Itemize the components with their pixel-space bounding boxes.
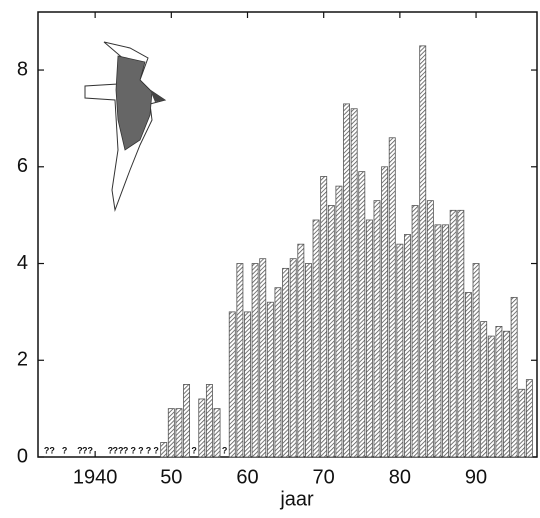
value-label: ?: [222, 445, 228, 455]
bar: [297, 243, 305, 458]
x-tick-label: 60: [236, 466, 258, 488]
bar: [487, 335, 495, 458]
value-label: ?: [62, 445, 68, 455]
bar: [312, 219, 320, 458]
x-tick-label: 70: [313, 466, 335, 488]
value-label: ?: [108, 445, 114, 455]
bar: [343, 103, 350, 458]
value-label: ?: [191, 445, 197, 455]
bar: [350, 108, 358, 458]
bar: [198, 398, 206, 458]
value-label: ??: [82, 445, 93, 455]
bar: [449, 209, 457, 458]
bar: [525, 379, 533, 458]
y-tick-label: 0: [17, 445, 28, 467]
value-label: ?: [138, 445, 144, 455]
bar: [259, 258, 267, 458]
bar: [464, 292, 472, 458]
bar: [388, 137, 396, 458]
bar: [289, 258, 297, 458]
y-tick-label: 4: [17, 252, 28, 274]
bar: [495, 326, 503, 458]
bar: [510, 296, 518, 458]
value-label: ??: [112, 445, 123, 455]
x-tick-label: 80: [389, 466, 411, 488]
bar: [266, 301, 274, 458]
bar: [167, 408, 175, 458]
bar: [373, 200, 381, 458]
bird-illustration: [84, 41, 167, 212]
value-label: ??: [44, 445, 55, 455]
bar: [320, 176, 328, 458]
bar: [396, 243, 404, 458]
x-tick-label: 1940: [73, 466, 118, 488]
bar: [365, 219, 373, 458]
bar: [358, 171, 366, 458]
bar: [335, 185, 343, 458]
bar: [472, 263, 480, 458]
x-tick-label: 50: [160, 466, 182, 488]
bar: [442, 224, 450, 458]
bar: [480, 321, 488, 458]
bar: [305, 263, 312, 458]
bar: [457, 209, 465, 458]
bar: [228, 311, 236, 458]
bar: [419, 45, 427, 458]
y-tick-label: 8: [17, 58, 28, 80]
bar: [244, 311, 251, 458]
bar: [434, 224, 442, 458]
bar: [411, 205, 419, 458]
value-label: ?: [123, 445, 129, 455]
bar: [160, 442, 168, 458]
value-label: ?: [130, 445, 136, 455]
bar: [274, 287, 282, 458]
bar: [175, 408, 183, 458]
y-tick-label: 6: [17, 155, 28, 177]
bar: [503, 330, 510, 458]
x-axis-label: jaar: [279, 488, 314, 510]
bar: [518, 388, 526, 458]
value-label: ?: [153, 445, 159, 455]
value-label: ?: [77, 445, 83, 455]
bar: [236, 263, 244, 458]
value-label: ?: [146, 445, 152, 455]
bar: [426, 200, 434, 458]
bar: [205, 384, 213, 458]
bar: [381, 166, 389, 458]
bar: [183, 384, 191, 458]
bar: [404, 234, 411, 458]
bar: [213, 408, 221, 458]
bar: [327, 205, 335, 458]
bar: [282, 267, 290, 458]
y-tick-label: 2: [17, 349, 28, 371]
bar: [251, 263, 259, 458]
x-tick-label: 90: [465, 466, 487, 488]
